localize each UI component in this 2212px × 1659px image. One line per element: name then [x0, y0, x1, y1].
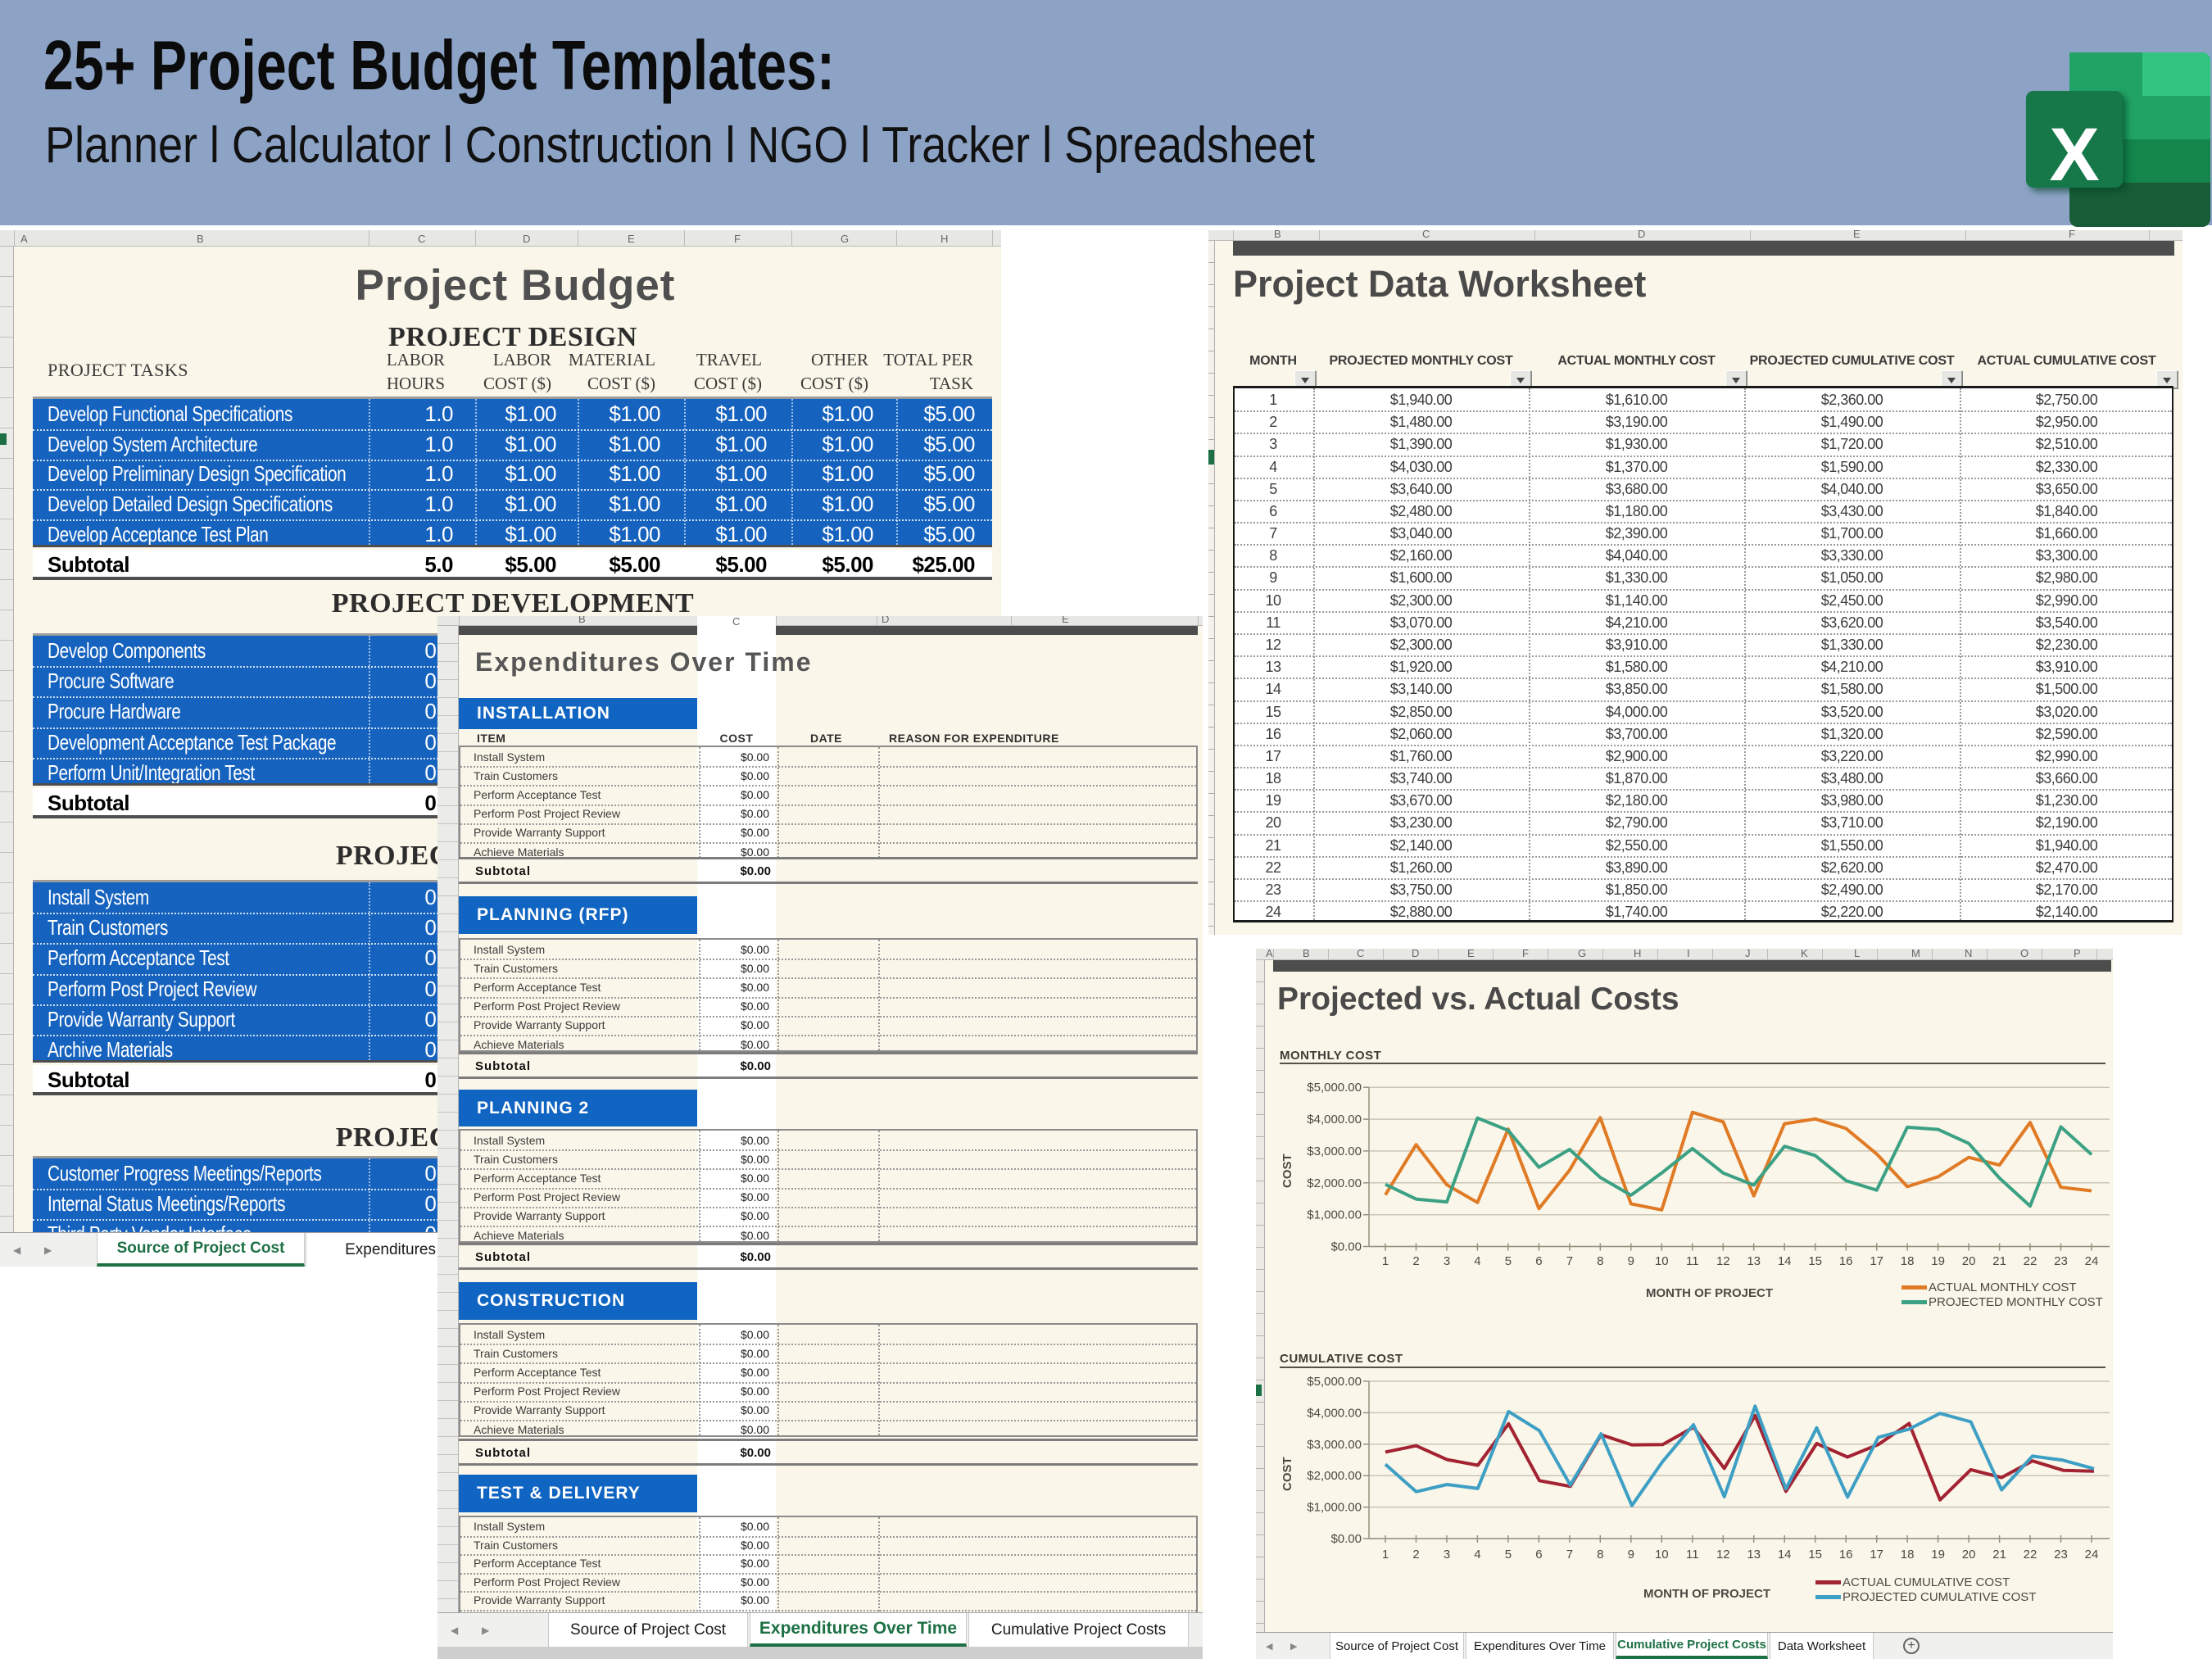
- svg-text:2: 2: [1412, 1548, 1419, 1562]
- svg-text:9: 9: [1628, 1254, 1634, 1268]
- svg-text:21: 21: [1992, 1254, 2006, 1268]
- svg-text:6: 6: [1535, 1548, 1542, 1562]
- svg-text:24: 24: [2085, 1548, 2099, 1562]
- svg-text:$4,000.00: $4,000.00: [1307, 1406, 1362, 1420]
- svg-text:16: 16: [1839, 1254, 1853, 1268]
- svg-text:12: 12: [1716, 1254, 1730, 1268]
- svg-text:22: 22: [2024, 1548, 2037, 1562]
- svg-text:1: 1: [1382, 1548, 1389, 1562]
- svg-text:22: 22: [2024, 1254, 2037, 1268]
- svg-text:$5,000.00: $5,000.00: [1307, 1375, 1362, 1389]
- svg-text:12: 12: [1716, 1548, 1730, 1562]
- svg-text:$4,000.00: $4,000.00: [1307, 1113, 1362, 1126]
- svg-text:15: 15: [1808, 1548, 1822, 1562]
- svg-text:5: 5: [1505, 1254, 1512, 1268]
- svg-text:17: 17: [1870, 1254, 1883, 1268]
- svg-text:24: 24: [2085, 1254, 2099, 1268]
- svg-text:$1,000.00: $1,000.00: [1307, 1208, 1362, 1222]
- svg-text:7: 7: [1566, 1254, 1573, 1268]
- svg-text:20: 20: [1962, 1254, 1976, 1268]
- svg-text:13: 13: [1747, 1548, 1761, 1562]
- svg-text:10: 10: [1655, 1254, 1669, 1268]
- svg-text:$0.00: $0.00: [1330, 1240, 1362, 1254]
- svg-text:4: 4: [1474, 1254, 1480, 1268]
- svg-text:$1,000.00: $1,000.00: [1307, 1501, 1362, 1515]
- svg-text:20: 20: [1962, 1548, 1976, 1562]
- svg-text:8: 8: [1597, 1548, 1603, 1562]
- svg-text:3: 3: [1444, 1254, 1450, 1268]
- svg-text:14: 14: [1778, 1548, 1792, 1562]
- svg-text:11: 11: [1686, 1254, 1699, 1268]
- svg-text:6: 6: [1535, 1254, 1542, 1268]
- svg-text:17: 17: [1870, 1548, 1883, 1562]
- svg-text:19: 19: [1931, 1254, 1945, 1268]
- svg-text:$3,000.00: $3,000.00: [1307, 1145, 1362, 1158]
- svg-text:2: 2: [1412, 1254, 1419, 1268]
- svg-text:11: 11: [1686, 1548, 1699, 1562]
- svg-text:19: 19: [1931, 1548, 1945, 1562]
- svg-text:1: 1: [1382, 1254, 1389, 1268]
- svg-text:5: 5: [1505, 1548, 1512, 1562]
- svg-text:3: 3: [1444, 1548, 1450, 1562]
- svg-text:23: 23: [2054, 1254, 2068, 1268]
- svg-text:16: 16: [1839, 1548, 1853, 1562]
- svg-text:$3,000.00: $3,000.00: [1307, 1438, 1362, 1452]
- svg-text:8: 8: [1597, 1254, 1603, 1268]
- svg-text:21: 21: [1992, 1548, 2006, 1562]
- svg-text:18: 18: [1901, 1548, 1915, 1562]
- svg-text:4: 4: [1474, 1548, 1480, 1562]
- svg-text:$5,000.00: $5,000.00: [1307, 1081, 1362, 1095]
- svg-text:18: 18: [1901, 1254, 1915, 1268]
- svg-text:13: 13: [1747, 1254, 1761, 1268]
- svg-text:$0.00: $0.00: [1330, 1532, 1362, 1546]
- svg-text:23: 23: [2054, 1548, 2068, 1562]
- svg-text:7: 7: [1566, 1548, 1573, 1562]
- svg-text:10: 10: [1655, 1548, 1669, 1562]
- svg-text:14: 14: [1778, 1254, 1792, 1268]
- svg-text:X: X: [2049, 113, 2099, 197]
- svg-text:15: 15: [1808, 1254, 1822, 1268]
- svg-text:$2,000.00: $2,000.00: [1307, 1469, 1362, 1483]
- svg-text:9: 9: [1628, 1548, 1634, 1562]
- svg-text:$2,000.00: $2,000.00: [1307, 1176, 1362, 1190]
